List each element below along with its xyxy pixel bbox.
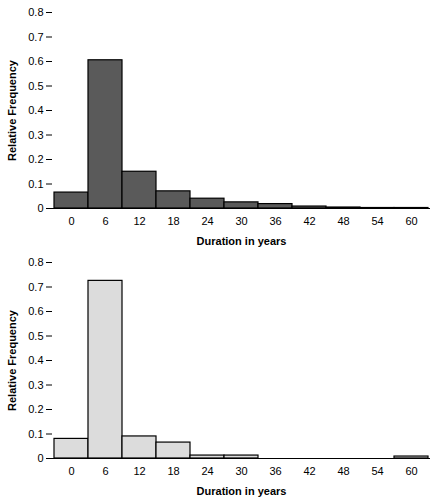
svg-text:24: 24 [201, 215, 213, 227]
svg-text:30: 30 [235, 215, 247, 227]
svg-text:24: 24 [201, 465, 213, 477]
svg-text:36: 36 [269, 465, 281, 477]
svg-text:0.8: 0.8 [28, 6, 43, 18]
svg-text:54: 54 [371, 215, 383, 227]
svg-text:0.5: 0.5 [28, 330, 43, 342]
svg-text:0.5: 0.5 [28, 80, 43, 92]
svg-text:18: 18 [167, 215, 179, 227]
svg-text:0: 0 [37, 452, 43, 464]
svg-text:36: 36 [269, 215, 281, 227]
svg-text:30: 30 [235, 465, 247, 477]
svg-text:0.7: 0.7 [28, 281, 43, 293]
svg-text:Relative Frequency: Relative Frequency [6, 59, 18, 161]
svg-text:Duration in years: Duration in years [197, 485, 287, 497]
svg-text:0.7: 0.7 [28, 31, 43, 43]
svg-text:48: 48 [337, 215, 349, 227]
svg-text:12: 12 [133, 215, 145, 227]
svg-text:18: 18 [167, 465, 179, 477]
svg-text:0.2: 0.2 [28, 153, 43, 165]
svg-text:0.3: 0.3 [28, 379, 43, 391]
svg-text:Relative Frequency: Relative Frequency [6, 309, 18, 411]
svg-text:0.4: 0.4 [28, 354, 43, 366]
svg-text:6: 6 [102, 215, 108, 227]
svg-text:0: 0 [37, 202, 43, 214]
svg-text:6: 6 [102, 465, 108, 477]
svg-text:60: 60 [405, 465, 417, 477]
svg-text:42: 42 [303, 215, 315, 227]
svg-text:0.3: 0.3 [28, 129, 43, 141]
svg-text:Duration in years: Duration in years [197, 235, 287, 247]
svg-text:0.4: 0.4 [28, 104, 43, 116]
svg-text:54: 54 [371, 465, 383, 477]
svg-text:0.8: 0.8 [28, 256, 43, 268]
svg-text:0.1: 0.1 [28, 428, 43, 440]
svg-text:48: 48 [337, 465, 349, 477]
svg-text:42: 42 [303, 465, 315, 477]
svg-text:0.6: 0.6 [28, 55, 43, 67]
svg-text:0: 0 [68, 465, 74, 477]
svg-text:0.6: 0.6 [28, 305, 43, 317]
svg-text:60: 60 [405, 215, 417, 227]
svg-text:12: 12 [133, 465, 145, 477]
svg-text:0.2: 0.2 [28, 403, 43, 415]
svg-text:0.1: 0.1 [28, 178, 43, 190]
svg-text:0: 0 [68, 215, 74, 227]
